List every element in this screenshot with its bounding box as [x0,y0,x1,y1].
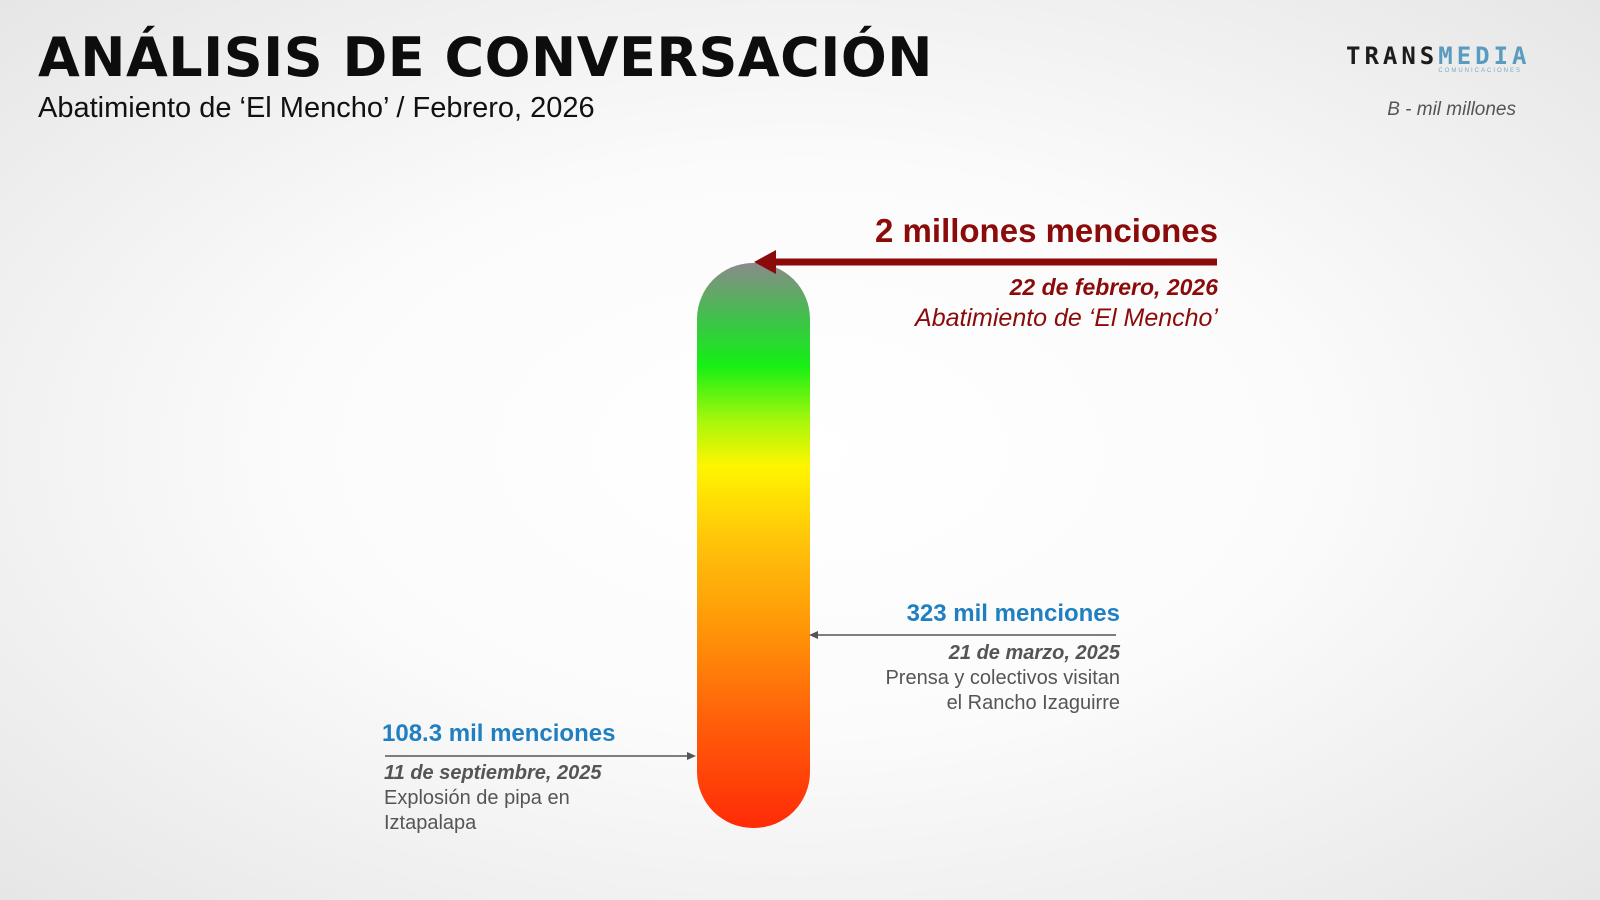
annotation-mid-date: 21 de marzo, 2025 [948,642,1120,664]
annotation-mid-description-line1: Prensa y colectivos visitan [885,667,1120,689]
annotation-low-description-line1: Explosión de pipa en [384,787,570,809]
annotation-peak-value: 2 millones menciones [875,212,1218,249]
brand-logo: TRANSMEDIA COMUNICACIONES [1346,42,1526,74]
annotation-peak-description: Abatimiento de ‘El Mencho’ [915,304,1218,332]
annotation-mid-description-line2: el Rancho Izaguirre [946,692,1120,714]
annotation-peak-date: 22 de febrero, 2026 [1009,274,1218,300]
page-subtitle: Abatimiento de ‘El Mencho’ / Febrero, 20… [38,92,595,124]
arrow-peak-head [754,250,776,274]
annotation-low-description-line2: Iztapalapa [384,812,477,834]
unit-note: B - mil millones [1387,99,1516,120]
annotation-low-date: 11 de septiembre, 2025 [384,762,602,784]
logo-tagline: COMUNICACIONES [1438,68,1522,74]
arrow-mid-head [809,631,818,639]
annotation-low: 108.3 mil menciones 11 de septiembre, 20… [382,720,616,836]
annotation-mid-value: 323 mil menciones [906,600,1120,627]
annotation-mid: 323 mil menciones 21 de marzo, 2025 Pren… [885,600,1120,716]
logo-text-media: MEDIA [1438,42,1531,70]
annotation-low-value: 108.3 mil menciones [382,720,616,747]
page-title: ANÁLISIS DE CONVERSACIÓN [38,26,933,89]
annotation-peak: 2 millones menciones 22 de febrero, 2026… [875,212,1218,334]
logo-text-trans: TRANS [1346,42,1439,70]
thermometer-bar [697,263,810,828]
arrow-low-head [687,752,696,760]
